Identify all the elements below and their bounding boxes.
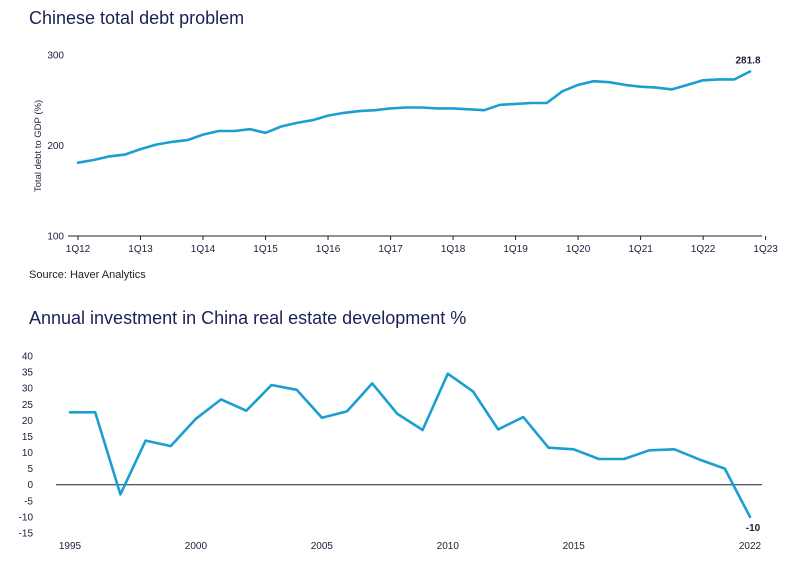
chart2-y-tick-label: -15 <box>19 529 34 540</box>
chart1-x-tick-label: 1Q18 <box>441 244 466 255</box>
chart2-y-tick-label: 10 <box>22 448 34 459</box>
chart1-y-tick-label: 200 <box>47 141 64 152</box>
chart2-y-tick-label: -5 <box>24 496 33 507</box>
chart2-y-tick-label: 30 <box>22 384 34 395</box>
chart2-y-tick-label: -10 <box>19 512 34 523</box>
chart1-y-axis-label: Total debt to GDP (%) <box>33 100 44 192</box>
chart2-y-tick-label: 15 <box>22 432 34 443</box>
chart2-y-tick-label: 35 <box>22 368 34 379</box>
chart1-x-tick-label: 1Q22 <box>691 244 716 255</box>
chart2-x-tick-label: 2010 <box>437 541 460 552</box>
chart1-x-tick-label: 1Q12 <box>66 244 91 255</box>
chart2-x-tick-label: 2000 <box>185 541 208 552</box>
chart2-x-tick-label: 2015 <box>563 541 586 552</box>
chart1-x-tick-label: 1Q19 <box>503 244 528 255</box>
chart2-x-tick-label: 2005 <box>311 541 334 552</box>
chart1-x-tick-label: 1Q23 <box>753 244 778 255</box>
chart1-x-tick-label: 1Q14 <box>191 244 216 255</box>
chart2-last-value-label: -10 <box>746 523 761 534</box>
chart1-x-tick-label: 1Q13 <box>128 244 153 255</box>
chart2-y-ticks: -15 -10 -5 0 5 10 15 20 25 30 35 40 <box>19 352 34 540</box>
chart1-x-tick-label: 1Q17 <box>378 244 403 255</box>
chart1-x-tick-label: 1Q15 <box>253 244 278 255</box>
chart2-y-tick-label: 0 <box>27 480 33 491</box>
chart2-x-ticks: 1995 2000 2005 2010 2015 2022 <box>59 541 762 552</box>
chart1-y-ticks: 100 200 300 <box>47 51 64 243</box>
chart2-x-tick-label: 1995 <box>59 541 82 552</box>
chart1-y-tick-label: 300 <box>47 51 64 62</box>
chart2-title: Annual investment in China real estate d… <box>29 308 467 328</box>
chart1-last-value-label: 281.8 <box>735 55 760 66</box>
chart1-x-tick-label: 1Q21 <box>628 244 653 255</box>
chart2-y-tick-label: 20 <box>22 416 34 427</box>
source-note: Source: Haver Analytics <box>29 269 146 281</box>
chart2-x-tick-label: 2022 <box>739 541 762 552</box>
chart2-investment-line <box>68 372 752 519</box>
chart2-plot: -15 -10 -5 0 5 10 15 20 25 30 35 40 1995 2000 2005 201… <box>19 352 762 552</box>
chart1-x-ticks: 1Q12 1Q13 1Q14 1Q15 1Q16 1Q17 1Q18 1Q19 1Q20 1Q21… <box>66 236 778 255</box>
chart1-x-tick-label: 1Q20 <box>566 244 591 255</box>
chart1-plot: Total debt to GDP (%) 100 200 300 1Q12 1Q13… <box>33 51 778 256</box>
chart1-x-tick-label: 1Q16 <box>316 244 341 255</box>
chart1-y-tick-label: 100 <box>47 232 64 243</box>
chart2-y-tick-label: 5 <box>27 464 33 475</box>
chart2-y-tick-label: 25 <box>22 400 34 411</box>
chart1-debt-line <box>76 70 752 164</box>
chart1-title: Chinese total debt problem <box>29 8 245 28</box>
chart2-y-tick-label: 40 <box>22 352 34 363</box>
